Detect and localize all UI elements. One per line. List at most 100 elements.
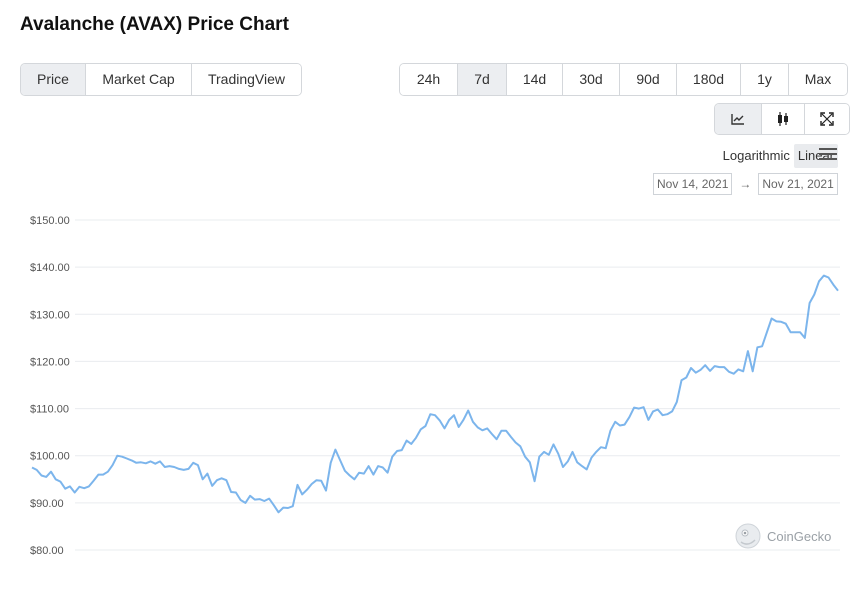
candlestick-button[interactable] xyxy=(761,104,804,134)
price-point[interactable] xyxy=(645,417,651,423)
price-point[interactable] xyxy=(342,468,348,474)
scale-logarithmic[interactable]: Logarithmic xyxy=(722,148,790,163)
price-point[interactable] xyxy=(446,417,452,423)
price-point[interactable] xyxy=(565,458,571,464)
price-point[interactable] xyxy=(669,408,675,414)
price-point[interactable] xyxy=(370,472,376,478)
range-90d[interactable]: 90d xyxy=(619,64,676,95)
price-point[interactable] xyxy=(195,462,201,468)
price-point[interactable] xyxy=(332,447,338,453)
price-point[interactable] xyxy=(337,457,343,463)
range-max[interactable]: Max xyxy=(788,64,847,95)
price-point[interactable] xyxy=(745,348,751,354)
price-point[interactable] xyxy=(437,417,443,423)
price-point[interactable] xyxy=(361,471,367,477)
price-point[interactable] xyxy=(290,503,296,509)
price-point[interactable] xyxy=(465,408,471,414)
price-point[interactable] xyxy=(456,424,462,430)
price-point[interactable] xyxy=(830,282,836,288)
price-point[interactable] xyxy=(764,329,770,335)
date-to-input[interactable]: Nov 21, 2021 xyxy=(758,173,838,195)
price-point[interactable] xyxy=(555,451,561,457)
range-1y[interactable]: 1y xyxy=(740,64,788,95)
price-point[interactable] xyxy=(655,407,661,413)
price-point[interactable] xyxy=(110,462,116,468)
fullscreen-button[interactable] xyxy=(804,104,849,134)
price-point[interactable] xyxy=(797,329,803,335)
price-point[interactable] xyxy=(72,490,78,496)
price-point[interactable] xyxy=(589,455,595,461)
price-point[interactable] xyxy=(57,479,63,485)
price-point[interactable] xyxy=(318,478,324,484)
price-point[interactable] xyxy=(494,436,500,442)
price-point[interactable] xyxy=(527,459,533,465)
price-point[interactable] xyxy=(309,481,315,487)
price-point[interactable] xyxy=(513,440,519,446)
range-180d[interactable]: 180d xyxy=(676,64,740,95)
price-point[interactable] xyxy=(48,469,54,475)
price-point[interactable] xyxy=(536,454,542,460)
price-point[interactable] xyxy=(802,335,808,341)
price-point[interactable] xyxy=(86,483,92,489)
price-point[interactable] xyxy=(91,478,97,484)
price-point[interactable] xyxy=(532,478,538,484)
price-point[interactable] xyxy=(204,471,210,477)
tab-market-cap[interactable]: Market Cap xyxy=(85,64,191,95)
price-point[interactable] xyxy=(522,454,528,460)
price-point[interactable] xyxy=(399,447,405,453)
price-point[interactable] xyxy=(43,474,49,480)
price-point[interactable] xyxy=(299,491,305,497)
price-point[interactable] xyxy=(233,490,239,496)
price-point[interactable] xyxy=(503,428,509,434)
range-14d[interactable]: 14d xyxy=(506,64,562,95)
price-point[interactable] xyxy=(223,477,229,483)
date-from-input[interactable]: Nov 14, 2021 xyxy=(653,173,733,195)
price-point[interactable] xyxy=(460,417,466,423)
price-point[interactable] xyxy=(442,425,448,431)
line-chart-button[interactable] xyxy=(715,104,761,134)
price-point[interactable] xyxy=(560,464,566,470)
price-point[interactable] xyxy=(423,423,429,429)
price-point[interactable] xyxy=(707,368,713,374)
price-point[interactable] xyxy=(266,496,272,502)
price-point[interactable] xyxy=(731,371,737,377)
price-point[interactable] xyxy=(366,463,372,469)
price-point[interactable] xyxy=(351,476,357,482)
price-point[interactable] xyxy=(641,404,647,410)
price-point[interactable] xyxy=(607,428,613,434)
price-point[interactable] xyxy=(186,466,192,472)
price-point[interactable] xyxy=(200,476,206,482)
price-point[interactable] xyxy=(105,469,111,475)
price-point[interactable] xyxy=(835,288,841,294)
price-point[interactable] xyxy=(304,487,310,493)
price-point[interactable] xyxy=(603,445,609,451)
price-point[interactable] xyxy=(247,493,253,499)
price-point[interactable] xyxy=(432,412,438,418)
price-point[interactable] xyxy=(593,449,599,455)
price-point[interactable] xyxy=(347,473,353,479)
price-point[interactable] xyxy=(698,367,704,373)
price-point[interactable] xyxy=(551,441,557,447)
range-24h[interactable]: 24h xyxy=(400,64,457,95)
price-point[interactable] xyxy=(508,434,514,440)
price-point[interactable] xyxy=(584,466,590,472)
price-point[interactable] xyxy=(389,454,395,460)
price-point[interactable] xyxy=(517,443,523,449)
price-point[interactable] xyxy=(209,483,215,489)
hamburger-menu-icon[interactable] xyxy=(819,146,837,162)
price-point[interactable] xyxy=(702,362,708,368)
price-point[interactable] xyxy=(489,431,495,437)
price-point[interactable] xyxy=(570,449,576,455)
price-point[interactable] xyxy=(740,368,746,374)
price-point[interactable] xyxy=(271,502,277,508)
price-point[interactable] xyxy=(385,470,391,476)
price-point[interactable] xyxy=(295,482,301,488)
price-point[interactable] xyxy=(546,452,552,458)
price-point[interactable] xyxy=(683,375,689,381)
price-point[interactable] xyxy=(328,460,334,466)
price-point[interactable] xyxy=(323,488,329,494)
price-point[interactable] xyxy=(783,321,789,327)
price-point[interactable] xyxy=(807,300,813,306)
price-point[interactable] xyxy=(826,275,832,281)
range-7d[interactable]: 7d xyxy=(457,64,506,95)
